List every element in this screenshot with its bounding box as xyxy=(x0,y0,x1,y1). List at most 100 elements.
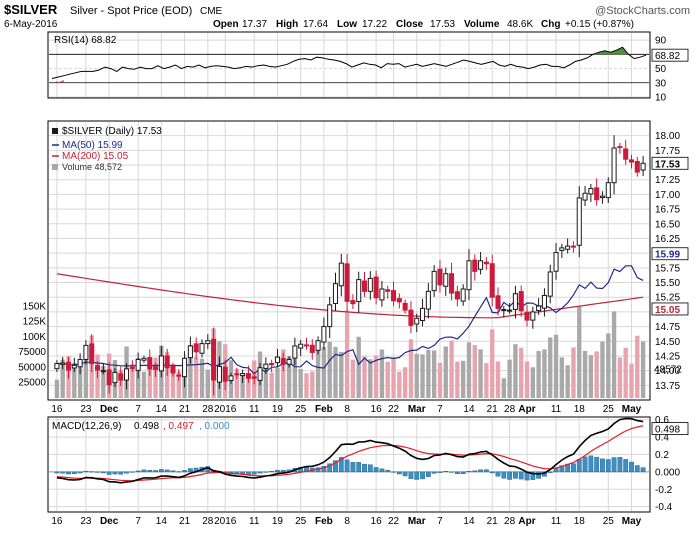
macd-histogram-bar xyxy=(112,471,118,475)
candle-body xyxy=(234,373,240,376)
ticker-symbol: $SILVER xyxy=(4,2,58,17)
candle-body xyxy=(199,343,205,354)
candle-body xyxy=(269,362,275,366)
candle xyxy=(309,339,315,360)
macd-histogram-bar xyxy=(582,456,588,473)
candle-body xyxy=(507,309,513,312)
volume-bar xyxy=(577,306,582,398)
x-tick-label-bottom: 22 xyxy=(388,516,400,527)
macd-histogram-bar xyxy=(437,471,443,473)
price-tick-label: 18.00 xyxy=(655,131,680,142)
macd-histogram-bar xyxy=(536,471,542,479)
volume-bar xyxy=(170,364,176,398)
candle-body xyxy=(605,182,611,199)
rsi-value-box-text: 68.82 xyxy=(655,51,680,62)
candle xyxy=(582,186,588,207)
candle-body xyxy=(321,326,327,343)
candle xyxy=(420,298,426,327)
macd-histogram-bar xyxy=(513,471,518,479)
x-tick-label-bottom: 16 xyxy=(371,516,383,527)
candle-body xyxy=(240,373,246,377)
macd-tick-label: -0.2 xyxy=(655,485,673,496)
macd-histogram-bar xyxy=(373,467,379,473)
macd-histogram-bar xyxy=(466,471,472,473)
volume-bar xyxy=(507,359,512,398)
x-tick-label: 14 xyxy=(156,404,168,415)
last-price-box-bg xyxy=(651,156,689,170)
volume-bar xyxy=(391,357,396,398)
x-tick-label-bottom: 28 xyxy=(202,516,214,527)
macd-histogram-bar xyxy=(576,459,582,473)
volume-legend-swatch xyxy=(52,164,58,170)
candle xyxy=(124,363,130,390)
macd-histogram-bar xyxy=(478,469,483,473)
price-legend: $SILVER (Daily) 17.53 MA(50) 15.99 MA(20… xyxy=(52,126,162,172)
candle xyxy=(611,135,617,195)
volume-bar xyxy=(455,361,460,398)
candle xyxy=(634,156,640,177)
candle xyxy=(466,249,472,301)
volume-bar xyxy=(176,371,181,398)
candle-body xyxy=(182,357,188,378)
macd-histogram-bar xyxy=(518,471,524,480)
macd-histogram-bar xyxy=(135,470,141,473)
candle-body xyxy=(274,356,280,364)
candle-body xyxy=(512,293,518,310)
candle xyxy=(153,362,159,378)
volume-bar xyxy=(414,353,419,398)
volume-bar xyxy=(153,357,158,398)
x-tick-label: Dec xyxy=(100,404,119,415)
x-tick-label: Mar xyxy=(408,404,426,415)
candle-body xyxy=(315,340,321,351)
macd-tick-label: 0.000 xyxy=(655,467,680,478)
volume-bar xyxy=(130,363,135,398)
macd-histogram-bar xyxy=(501,471,507,479)
candle-body xyxy=(547,271,553,297)
volume-bar xyxy=(449,340,454,398)
volume-bar xyxy=(397,371,402,398)
x-tick-label: 25 xyxy=(603,404,615,415)
macd-histogram-bar xyxy=(600,458,605,473)
candle xyxy=(483,257,489,270)
candle-body xyxy=(437,268,443,286)
rsi-tick-labels: 103050709068.82 xyxy=(651,36,689,104)
candle xyxy=(228,372,234,384)
x-tick-label: 23 xyxy=(80,404,92,415)
macd-tick-label: 0.6 xyxy=(655,415,669,426)
volume-tick-label: 150K xyxy=(23,301,47,312)
candle-body xyxy=(478,260,484,270)
macd-tick-label: 0.4 xyxy=(655,433,669,444)
candle-body xyxy=(501,309,507,312)
x-tick-label-bottom: Dec xyxy=(100,516,119,527)
candle xyxy=(379,280,385,307)
candle xyxy=(396,293,402,309)
candle-body xyxy=(344,263,350,302)
macd-histogram-bar xyxy=(321,466,327,473)
candle xyxy=(182,351,188,388)
candle-body xyxy=(460,288,466,302)
candle xyxy=(327,296,333,338)
candle xyxy=(402,299,408,314)
candle-body xyxy=(379,288,385,301)
last-price-box-text: 17.53 xyxy=(655,159,680,170)
macd-panel: -0.4-0.20.0000.20.40.60.498 MACD(12,26,9… xyxy=(47,415,689,513)
candle-body xyxy=(141,357,147,361)
candle xyxy=(338,253,344,297)
candle-body xyxy=(536,305,542,311)
macd-histogram-bar xyxy=(77,471,83,474)
volume-tick-label: 50000 xyxy=(18,362,46,373)
candle xyxy=(454,285,460,307)
ma200-line xyxy=(56,273,644,319)
macd-histogram-bar xyxy=(449,471,454,473)
candle-body xyxy=(640,162,646,171)
rsi-panel: 103050709068.82 RSI(14) 68.82 xyxy=(47,31,689,104)
candlesticks xyxy=(54,135,646,396)
candle xyxy=(269,359,275,373)
candle xyxy=(530,306,536,329)
candle xyxy=(356,271,362,313)
volume-bar xyxy=(431,350,437,398)
macd-histogram-bar xyxy=(629,461,634,473)
candle xyxy=(129,360,135,372)
candle-body xyxy=(356,279,362,303)
candle xyxy=(431,265,437,297)
